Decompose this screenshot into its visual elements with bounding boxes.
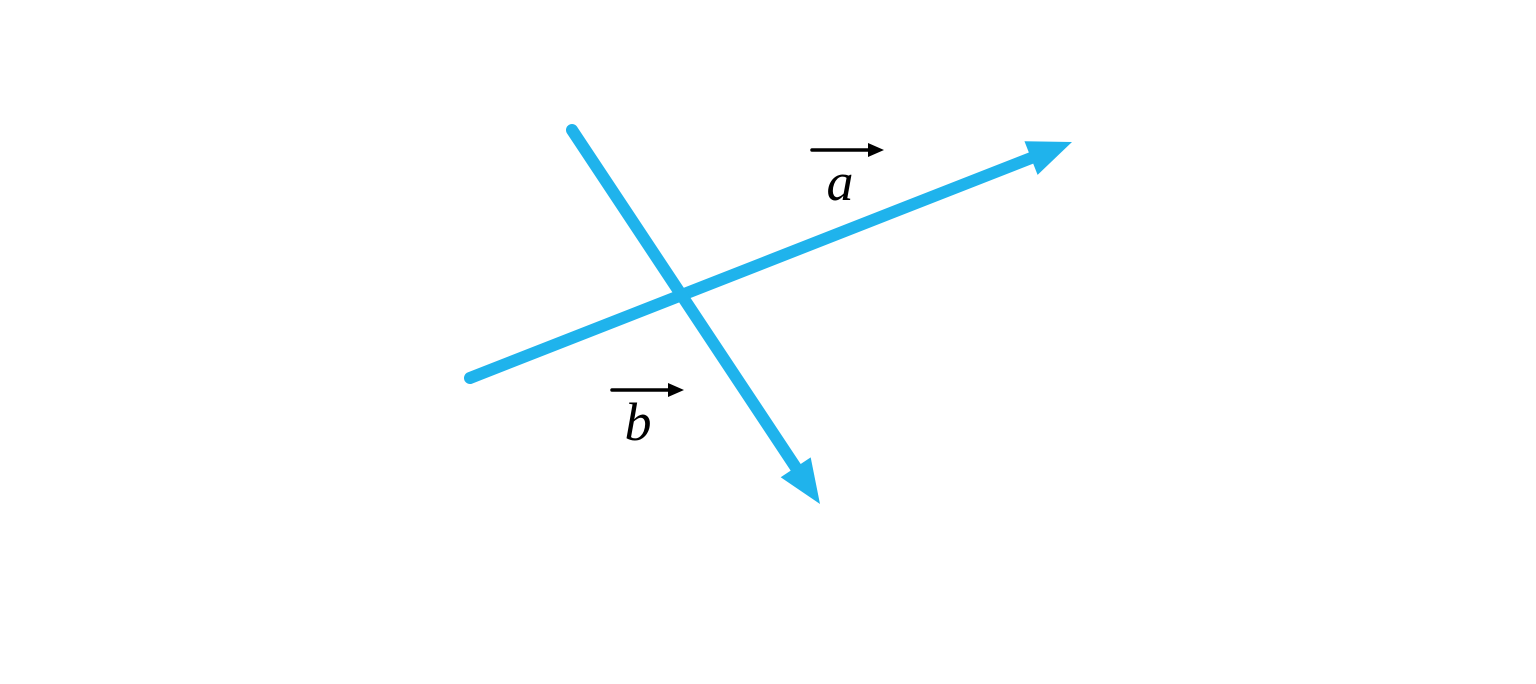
vector-diagram: ab [0, 0, 1536, 684]
vector-a-arrowhead-icon [1024, 141, 1072, 175]
vector-b-label: b [612, 383, 684, 452]
vector-b-overline-arrowhead-icon [668, 383, 684, 397]
vector-a [470, 141, 1072, 378]
vector-a-overline-arrowhead-icon [868, 143, 884, 157]
vector-b-label-text: b [625, 392, 652, 452]
vector-a-label: a [812, 143, 884, 212]
vector-a-shaft [470, 158, 1031, 378]
vector-a-label-text: a [827, 152, 854, 212]
vector-b-shaft [572, 130, 796, 467]
